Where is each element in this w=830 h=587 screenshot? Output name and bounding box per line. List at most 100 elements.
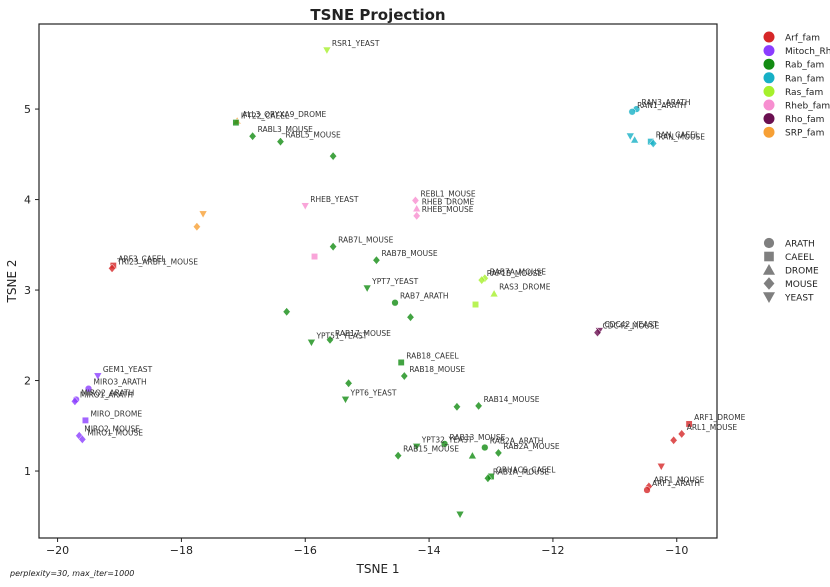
point-label: RAN_CAEEL <box>656 131 700 140</box>
point-label: ARF3_CAEEL <box>118 255 166 264</box>
point-label: RAB7A_MOUSE <box>490 267 546 276</box>
point-label: RAB15_MOUSE <box>403 445 459 454</box>
data-point <box>78 434 87 444</box>
data-point <box>455 511 465 519</box>
point-label: MIRO_DROME <box>90 409 142 418</box>
data-point <box>412 443 422 452</box>
data-point <box>84 385 93 393</box>
data-point <box>248 131 257 141</box>
data-point <box>625 132 635 141</box>
point-label: RAN1_ARATH <box>637 101 686 110</box>
point-labels: RSR1_YEASTRAN3_ARATHRAN1_ARATHRAN_CAEELR… <box>80 39 746 488</box>
point-label: MIRO2_MOUSE <box>84 425 140 434</box>
caption: perplexity=30, max_iter=1000 <box>10 569 135 578</box>
y-tick-label: 4 <box>24 194 31 207</box>
point-label: RABL5_MOUSE <box>285 131 341 140</box>
data-point <box>494 448 503 458</box>
data-point <box>362 284 372 293</box>
data-points <box>70 46 693 519</box>
point-label: RAB17_MOUSE <box>335 329 391 338</box>
point-label: ARF1_MOUSE <box>654 475 705 484</box>
legend-family-marker <box>763 31 775 43</box>
x-tick-label: −12 <box>541 544 564 557</box>
legend-species-label: ARATH <box>785 240 815 250</box>
point-label: RAN3_ARATH <box>642 98 691 107</box>
point-label: TRI23_ARBF1_MOUSE <box>116 257 198 266</box>
point-label: MIRO1_MOUSE <box>87 428 143 437</box>
legend-families: Arf_fam Mitoch_Rho Rab_fam Ran_fam Ras_fam Rh… <box>763 31 830 139</box>
data-point <box>477 275 486 285</box>
point-label: RAB2A_ARATH <box>490 437 544 446</box>
legend-species-marker <box>764 251 774 262</box>
point-label: RAB2A_MOUSE <box>503 442 559 451</box>
data-point <box>307 339 316 348</box>
point-label: RAB7B_MOUSE <box>381 249 437 258</box>
data-point <box>329 151 338 161</box>
data-point <box>483 473 492 483</box>
legend-family-marker <box>763 72 775 84</box>
data-point <box>232 119 240 127</box>
data-point <box>630 135 640 144</box>
legend-family-label: Rheb_fam <box>785 102 830 112</box>
y-tick-label: 3 <box>24 284 31 297</box>
point-label: MIRO3_ARATH <box>94 378 147 387</box>
legend-species-marker <box>763 237 775 249</box>
axis-ticks: −20 −18 −16 −14 −12 −10 1 2 3 4 5 <box>24 103 688 557</box>
y-tick-label: 1 <box>24 465 31 478</box>
point-label: ARF1_ARATH <box>652 479 700 488</box>
legend-species-label: DROME <box>785 267 819 277</box>
y-axis-label: TSNE 2 <box>5 260 19 304</box>
data-point <box>628 108 636 116</box>
y-tick-label: 5 <box>24 103 31 116</box>
point-label: ORUACS_CAEEL <box>496 465 556 474</box>
legend-species-label: YEAST <box>784 294 814 304</box>
point-label: RAB18_MOUSE <box>409 365 465 374</box>
legend-family-label: SRP_fam <box>785 129 824 139</box>
data-point <box>322 46 332 55</box>
point-label: RABL3_MOUSE <box>258 125 314 134</box>
point-label: REBL1_MOUSE <box>420 189 475 198</box>
point-label: YPT6_YEAST <box>349 389 396 398</box>
x-tick-label: −20 <box>46 544 69 557</box>
data-point <box>326 335 334 345</box>
legend-species-label: MOUSE <box>785 280 818 290</box>
data-point <box>394 451 403 461</box>
data-point <box>276 137 285 147</box>
point-label: RAN_MOUSE <box>658 132 705 141</box>
point-label: RAB18_CAEEL <box>406 351 459 360</box>
legend-family-label: Ran_fam <box>785 74 824 84</box>
data-point <box>593 327 602 338</box>
data-point <box>453 402 461 412</box>
data-point <box>198 210 208 219</box>
data-point <box>481 443 489 452</box>
x-tick-label: −18 <box>170 544 193 557</box>
data-point <box>391 299 399 307</box>
data-point <box>81 416 89 424</box>
legend-family-label: Rab_fam <box>785 61 824 71</box>
plot-frame <box>38 23 718 539</box>
point-label: YPT51_YEAST <box>315 332 367 341</box>
chart-title: TSNE Projection <box>310 6 445 24</box>
data-point <box>472 301 479 308</box>
point-label: RAS3_DROME <box>499 283 551 292</box>
point-label: RHEB_MOUSE <box>422 205 474 214</box>
data-point <box>282 307 291 317</box>
data-point <box>649 138 658 149</box>
legend-family-marker <box>763 45 775 57</box>
data-point <box>406 312 415 322</box>
data-point <box>411 195 420 206</box>
point-label: RAB7L_MOUSE <box>338 236 394 245</box>
data-point <box>329 242 338 252</box>
point-label: MIRO2_ARATH <box>81 389 134 398</box>
legend-species-marker <box>763 292 775 303</box>
data-point <box>440 440 449 448</box>
point-label: RSR1_YEAST <box>332 39 380 48</box>
legend-species: ARATH CAEEL DROME MOUSE YEAST <box>763 237 819 304</box>
y-tick-label: 2 <box>24 375 31 388</box>
data-point <box>192 222 201 232</box>
legend-family-marker <box>763 58 775 70</box>
data-point <box>397 358 405 366</box>
point-label: ALL3_ORYXA9_DROME <box>242 110 326 119</box>
legend-species-marker <box>763 264 775 275</box>
